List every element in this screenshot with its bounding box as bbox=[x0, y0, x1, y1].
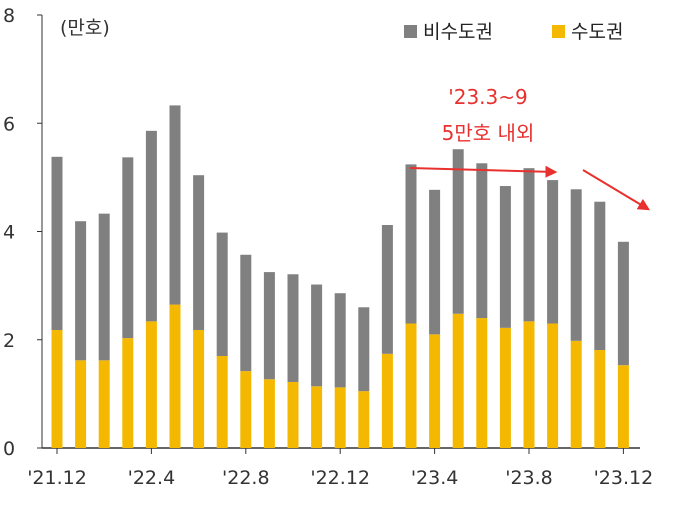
bar-non-capital bbox=[594, 201, 606, 351]
bar-non-capital bbox=[311, 284, 323, 387]
bar-non-capital bbox=[617, 241, 629, 366]
x-tick-label: '22.8 bbox=[222, 467, 270, 489]
bar-non-capital bbox=[216, 232, 228, 356]
bar-capital bbox=[145, 321, 157, 448]
bar-capital bbox=[381, 353, 393, 448]
bar-capital bbox=[193, 330, 205, 448]
bar-capital bbox=[311, 386, 323, 448]
bar-capital bbox=[570, 340, 582, 448]
bar-capital bbox=[334, 387, 346, 448]
y-tick-label: 6 bbox=[3, 113, 15, 135]
bar-capital bbox=[405, 323, 417, 448]
bar-non-capital bbox=[145, 130, 157, 322]
x-tick-label: '22.12 bbox=[310, 467, 370, 489]
x-tick-label: '22.4 bbox=[128, 467, 176, 489]
x-axis: '21.12 '22.4 '22.8 '22.12 '23.4 '23.8 '23.12 bbox=[27, 447, 654, 489]
bar-group bbox=[51, 105, 629, 448]
bar-non-capital bbox=[452, 149, 464, 314]
y-tick-label: 2 bbox=[3, 330, 15, 352]
unit-label: (만호) bbox=[60, 17, 110, 39]
bar-capital bbox=[287, 381, 299, 448]
bar-non-capital bbox=[429, 189, 441, 335]
bar-non-capital bbox=[240, 254, 252, 372]
bar-non-capital bbox=[193, 175, 205, 331]
annotation-arrow-flat bbox=[409, 165, 558, 178]
bar-non-capital bbox=[405, 164, 417, 324]
legend-swatch-capital bbox=[552, 25, 565, 38]
x-tick-label: '21.12 bbox=[27, 467, 87, 489]
bar-capital bbox=[75, 360, 87, 448]
bar-non-capital bbox=[263, 272, 275, 380]
bar-non-capital bbox=[547, 180, 559, 324]
bar-capital bbox=[476, 318, 488, 448]
bar-non-capital bbox=[51, 156, 63, 331]
bar-non-capital bbox=[169, 105, 181, 305]
legend-label-capital: 수도권 bbox=[571, 21, 623, 43]
bar-capital bbox=[240, 371, 252, 448]
bar-capital bbox=[122, 338, 134, 448]
x-tick-label: '23.8 bbox=[505, 467, 553, 489]
legend-label-non-capital: 비수도권 bbox=[423, 21, 493, 43]
bar-non-capital bbox=[523, 168, 535, 322]
bar-non-capital bbox=[334, 293, 346, 388]
x-tick-label: '23.12 bbox=[594, 467, 654, 489]
bar-capital bbox=[547, 323, 559, 448]
bar-capital bbox=[98, 360, 110, 448]
bar-non-capital bbox=[75, 221, 87, 361]
y-axis: 0 2 4 6 8 bbox=[3, 5, 43, 460]
bar-capital bbox=[429, 334, 441, 448]
y-tick-label: 0 bbox=[3, 438, 15, 460]
bar-non-capital bbox=[287, 274, 299, 382]
annotation: '23.3~9 5만호 내외 bbox=[409, 85, 651, 211]
bar-capital bbox=[169, 304, 181, 448]
bar-capital bbox=[594, 350, 606, 448]
legend-swatch-non-capital bbox=[404, 25, 417, 38]
bar-capital bbox=[499, 327, 511, 448]
bar-capital bbox=[617, 365, 629, 448]
bar-non-capital bbox=[122, 157, 134, 339]
bar-non-capital bbox=[358, 307, 370, 392]
annotation-volume: 5만호 내외 bbox=[442, 121, 535, 145]
bar-non-capital bbox=[381, 225, 393, 354]
annotation-period: '23.3~9 bbox=[448, 85, 528, 109]
bar-non-capital bbox=[98, 213, 110, 361]
bar-capital bbox=[452, 313, 464, 448]
bar-non-capital bbox=[499, 186, 511, 328]
bar-capital bbox=[263, 379, 275, 448]
bar-capital bbox=[358, 391, 370, 448]
legend: 비수도권 수도권 bbox=[404, 21, 623, 43]
bar-capital bbox=[51, 330, 63, 448]
bar-capital bbox=[523, 321, 535, 448]
bar-capital bbox=[216, 355, 228, 448]
bar-non-capital bbox=[570, 189, 582, 341]
y-tick-label: 4 bbox=[3, 222, 15, 244]
x-tick-label: '23.4 bbox=[411, 467, 459, 489]
bar-non-capital bbox=[476, 163, 488, 319]
annotation-arrow-down bbox=[582, 169, 651, 211]
y-tick-label: 8 bbox=[3, 5, 15, 27]
